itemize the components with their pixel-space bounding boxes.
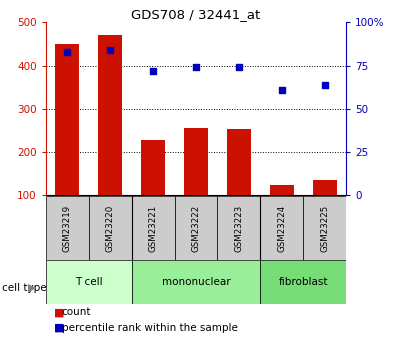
Text: ■: ■ (54, 323, 64, 333)
Title: GDS708 / 32441_at: GDS708 / 32441_at (131, 8, 261, 21)
Text: mononuclear: mononuclear (162, 277, 230, 287)
Bar (141, 140, 165, 195)
Point (236, 65, 242, 70)
Bar (132, 196, 175, 260)
Text: GSM23225: GSM23225 (320, 205, 329, 252)
Bar (227, 129, 251, 195)
Bar (98, 35, 122, 195)
Text: fibroblast: fibroblast (279, 277, 328, 287)
Text: GSM23224: GSM23224 (277, 205, 287, 252)
Bar (260, 196, 303, 260)
Text: GSM23222: GSM23222 (191, 205, 201, 252)
Bar (55, 44, 79, 195)
Bar (184, 128, 208, 195)
Bar (260, 260, 346, 304)
Point (279, 87, 285, 92)
Bar (132, 260, 260, 304)
Text: GSM23220: GSM23220 (105, 205, 115, 252)
Point (322, 82, 328, 87)
Bar (303, 196, 346, 260)
Text: GSM23221: GSM23221 (148, 205, 158, 252)
Text: count: count (62, 307, 91, 317)
Point (64, 49, 70, 55)
Text: ■: ■ (54, 307, 64, 317)
Text: percentile rank within the sample: percentile rank within the sample (62, 323, 238, 333)
Bar (175, 196, 217, 260)
Point (193, 65, 199, 70)
Bar (46, 260, 132, 304)
Text: GSM23219: GSM23219 (63, 205, 72, 252)
Bar (89, 196, 132, 260)
Bar (46, 196, 89, 260)
Point (150, 68, 156, 73)
Text: GSM23223: GSM23223 (234, 205, 244, 252)
Bar (313, 180, 337, 195)
Bar (270, 186, 294, 195)
Text: T cell: T cell (75, 277, 103, 287)
Text: ▶: ▶ (28, 283, 37, 293)
Bar (217, 196, 260, 260)
Text: cell type: cell type (2, 283, 47, 293)
Point (107, 47, 113, 53)
